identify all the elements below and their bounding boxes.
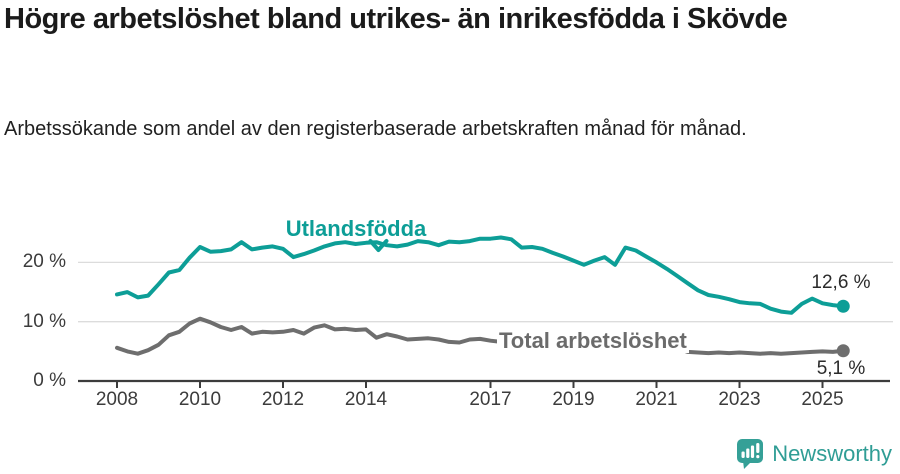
- chevron-down-icon: [368, 239, 389, 252]
- x-axis-label: 2019: [552, 389, 595, 410]
- x-axis-label: 2014: [344, 389, 388, 410]
- newsworthy-logo-text: Newsworthy: [772, 441, 892, 466]
- chart-subtitle: Arbetssökande som andel av den registerb…: [4, 118, 747, 140]
- x-axis-label: 2025: [801, 389, 844, 410]
- end-value-utlandsfodda: 12,6 %: [811, 272, 871, 293]
- x-axis-label: 2010: [178, 389, 222, 410]
- x-axis-label: 2021: [635, 389, 678, 410]
- newsworthy-logo-icon: [737, 439, 764, 469]
- x-axis-label: 2017: [469, 389, 512, 410]
- series-end-dot-0: [836, 299, 850, 313]
- chart-title: Högre arbetslöshet bland utrikes- än inr…: [4, 3, 788, 35]
- y-axis-label: 10 %: [22, 310, 66, 332]
- x-axis-label: 2012: [261, 389, 305, 410]
- newsworthy-logo[interactable]: Newsworthy: [736, 438, 892, 470]
- series-line-0: [115, 235, 846, 315]
- x-axis-label: 2023: [718, 389, 761, 410]
- y-axis-label: 0 %: [33, 370, 66, 391]
- x-axis-label: 2008: [95, 389, 139, 410]
- footer: Newsworthy: [0, 434, 900, 474]
- series-label-total-arbetsloshet: Total arbetslöshet: [497, 328, 689, 353]
- y-axis-label: 20 %: [22, 251, 66, 273]
- series-label-utlandsfodda: Utlandsfödda: [285, 216, 427, 241]
- series-end-dot-1: [836, 344, 850, 358]
- end-value-total-arbetsloshet: 5,1 %: [816, 358, 866, 379]
- series-line-1: [115, 316, 846, 356]
